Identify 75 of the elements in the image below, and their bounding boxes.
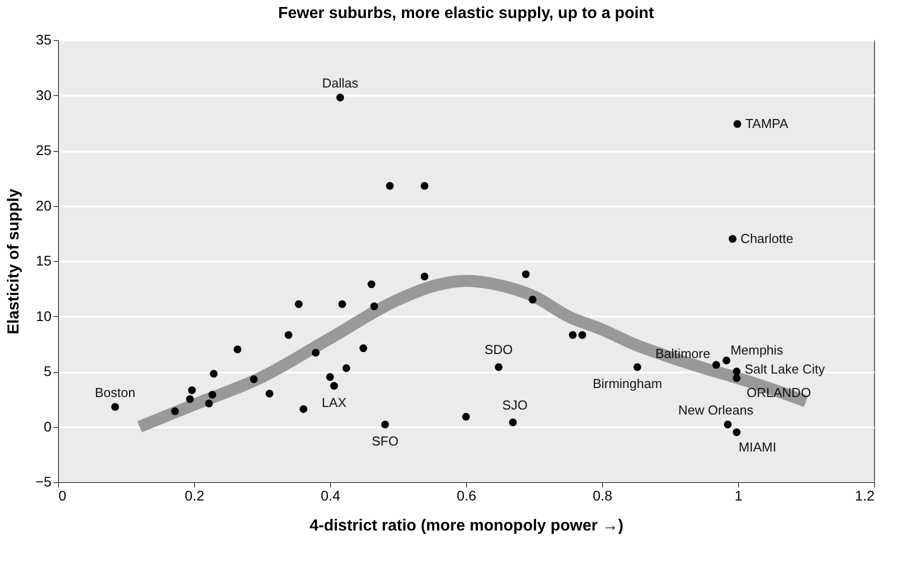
point <box>420 182 428 190</box>
point <box>732 374 741 382</box>
point <box>250 375 258 384</box>
annotation: SFO <box>372 434 398 449</box>
y-tick-label: 15 <box>36 252 52 268</box>
point <box>330 382 338 390</box>
point <box>732 428 741 436</box>
point <box>381 420 389 428</box>
point <box>300 405 308 413</box>
point <box>284 331 292 339</box>
point <box>234 346 242 354</box>
x-tick-label: 0.8 <box>592 488 612 504</box>
point <box>338 300 346 308</box>
point <box>633 363 642 371</box>
annotation: Baltimore <box>655 346 710 361</box>
y-tick-label: 20 <box>36 197 52 214</box>
y-tick-label: 35 <box>36 32 52 48</box>
point <box>733 120 742 128</box>
annotation: SJO <box>502 397 528 412</box>
x-tick-label: 0 <box>58 488 66 504</box>
y-tick-label: −5 <box>36 474 52 490</box>
y-tick-label: 5 <box>44 363 52 379</box>
point <box>342 364 350 372</box>
annotation: Boston <box>94 384 136 400</box>
point <box>386 182 394 190</box>
point <box>210 370 218 378</box>
annotation: Dallas <box>322 75 359 90</box>
point <box>326 373 334 381</box>
annotation: Salt Lake City <box>744 362 826 376</box>
annotation: Charlotte <box>740 230 794 246</box>
point <box>420 272 428 280</box>
x-tick-label: 1.2 <box>855 488 875 504</box>
y-tick-label: 0 <box>44 418 52 434</box>
annotation: TAMPA <box>745 116 788 131</box>
x-tick-label: 1 <box>734 488 743 504</box>
point <box>186 395 194 403</box>
point <box>712 361 720 369</box>
point <box>312 348 320 357</box>
point <box>266 390 274 398</box>
point <box>728 235 736 243</box>
y-axis-title: Elasticity of supply <box>6 188 23 334</box>
point <box>568 331 577 339</box>
chart-title: Fewer suburbs, more elastic supply, up to a point <box>278 5 655 22</box>
point <box>294 300 303 308</box>
annotation: LAX <box>322 394 347 410</box>
x-tick-label: 0.6 <box>456 488 476 504</box>
point <box>462 412 470 421</box>
x-tick-label: 0.4 <box>320 488 340 504</box>
point <box>205 400 213 408</box>
point <box>528 296 537 304</box>
annotation: New Orleans <box>678 402 754 418</box>
point <box>522 270 530 278</box>
x-tick-label: 0.2 <box>184 488 204 504</box>
point <box>370 302 378 310</box>
annotation: Birmingham <box>592 376 662 392</box>
point <box>368 280 376 288</box>
point <box>188 386 196 394</box>
point <box>208 390 216 399</box>
point <box>171 407 179 416</box>
x-axis-title: 4-district ratio (more monopoly power →) <box>310 518 624 534</box>
point <box>494 363 503 371</box>
annotation: SDO <box>484 342 513 358</box>
annotation: Memphis <box>730 342 784 358</box>
y-tick-label: 10 <box>36 308 52 324</box>
point <box>111 402 119 411</box>
point <box>732 368 741 376</box>
point <box>722 356 730 364</box>
point <box>578 331 586 339</box>
point <box>336 94 344 102</box>
point <box>724 420 732 428</box>
point <box>509 418 517 426</box>
y-tick-label: 25 <box>36 142 52 158</box>
annotation: MIAMI <box>738 439 776 454</box>
point <box>359 344 368 352</box>
y-tick-label: 30 <box>36 86 52 103</box>
